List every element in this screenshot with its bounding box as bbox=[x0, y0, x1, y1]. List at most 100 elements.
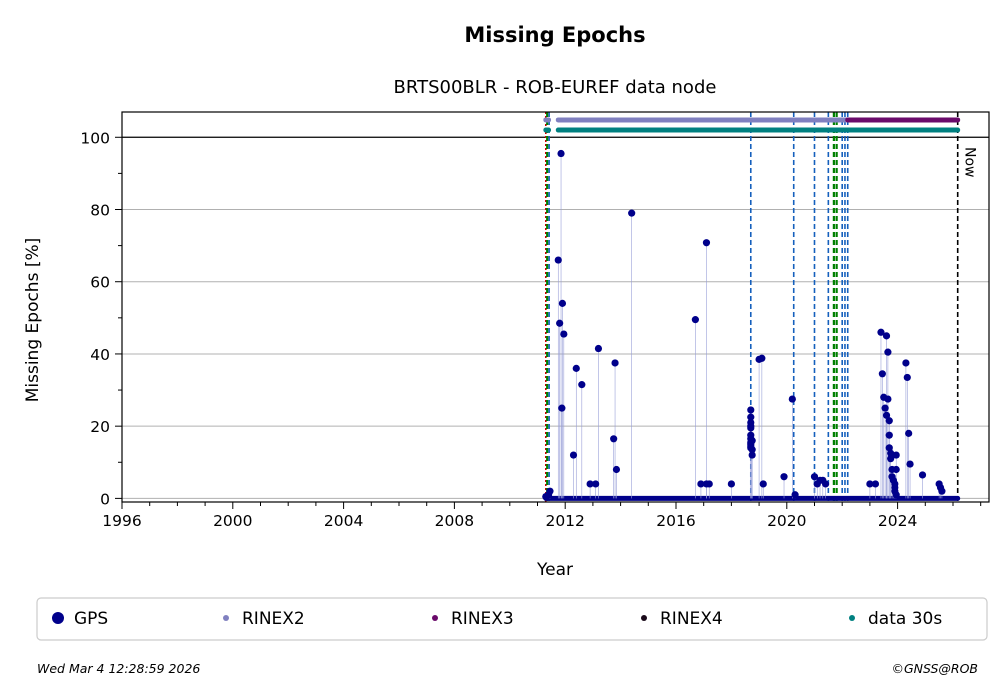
gps-point bbox=[892, 491, 900, 499]
gps-point bbox=[578, 381, 586, 389]
gps-point bbox=[748, 446, 756, 454]
legend-marker bbox=[849, 615, 855, 621]
y-tick-label: 80 bbox=[90, 202, 110, 220]
gps-point bbox=[759, 480, 767, 488]
gps-point bbox=[884, 348, 892, 356]
gps-point bbox=[887, 449, 895, 457]
gps-point bbox=[697, 480, 705, 488]
y-tick-label: 100 bbox=[80, 129, 110, 147]
legend-item-data-30s: data 30s bbox=[849, 609, 942, 629]
plot-frame bbox=[121, 111, 990, 503]
gps-point bbox=[780, 473, 788, 481]
gps-point bbox=[560, 330, 568, 338]
x-tick-label: 2008 bbox=[435, 512, 474, 530]
gps-point bbox=[557, 149, 565, 158]
gps-point bbox=[903, 373, 911, 382]
gps-point bbox=[691, 316, 699, 324]
gps-point bbox=[902, 359, 910, 367]
gps-point bbox=[592, 480, 600, 488]
gps-point bbox=[747, 424, 755, 432]
gps-point bbox=[882, 332, 891, 340]
gps-point bbox=[594, 344, 603, 353]
legend-marker bbox=[223, 615, 229, 621]
legend-label: RINEX4 bbox=[660, 609, 723, 629]
gps-point bbox=[558, 404, 566, 412]
gps-point bbox=[885, 444, 893, 452]
x-tick-label: 2020 bbox=[767, 512, 806, 530]
axis-ticks: 1996 2000 2004 2008 2012 2016 2020 2024 0 20 40 60 8… bbox=[80, 129, 982, 530]
gps-point bbox=[871, 480, 880, 488]
x-tick-label: 2004 bbox=[324, 512, 363, 530]
x-tick-label: 2000 bbox=[213, 512, 252, 530]
gps-point bbox=[747, 413, 755, 421]
legend-label: RINEX3 bbox=[451, 609, 514, 629]
gps-point bbox=[758, 354, 766, 362]
gps-point bbox=[748, 451, 756, 459]
gps-point bbox=[877, 328, 885, 336]
gps-point bbox=[892, 451, 900, 459]
legend-label: data 30s bbox=[868, 609, 942, 629]
legend: GPS RINEX2 RINEX3 RINEX4 data 30s bbox=[52, 609, 942, 629]
gps-point bbox=[558, 299, 567, 307]
gps-point bbox=[918, 471, 927, 479]
x-tick-label: 1996 bbox=[102, 512, 141, 530]
gps-point bbox=[554, 256, 562, 264]
legend-marker bbox=[432, 615, 438, 621]
gps-point bbox=[556, 319, 564, 327]
gps-point bbox=[881, 404, 889, 412]
legend-item-rinex2: RINEX2 bbox=[223, 609, 305, 629]
gps-point bbox=[887, 455, 895, 463]
footer-timestamp: Wed Mar 4 12:28:59 2026 bbox=[37, 661, 200, 676]
gps-point bbox=[866, 480, 874, 488]
y-axis-label: Missing Epochs [%] bbox=[23, 238, 43, 403]
legend-label: GPS bbox=[74, 609, 108, 629]
legend-label: RINEX2 bbox=[242, 609, 305, 629]
gps-point bbox=[611, 359, 619, 367]
gps-point bbox=[885, 431, 893, 439]
gps-point bbox=[727, 480, 735, 488]
gps-point bbox=[569, 451, 578, 459]
gps-point bbox=[906, 460, 914, 468]
gps-point bbox=[885, 417, 893, 425]
legend-item-rinex4: RINEX4 bbox=[641, 609, 723, 629]
gps-point bbox=[882, 411, 891, 419]
gps-point bbox=[702, 239, 711, 247]
gps-point bbox=[628, 209, 636, 217]
legend-box bbox=[36, 597, 988, 641]
gps-point bbox=[612, 465, 621, 474]
data-points bbox=[542, 149, 946, 501]
legend-marker bbox=[641, 615, 647, 621]
gps-point bbox=[748, 437, 756, 445]
x-tick-label: 2012 bbox=[545, 512, 584, 530]
gps-point bbox=[546, 487, 554, 495]
legend-item-rinex3: RINEX3 bbox=[432, 609, 514, 629]
y-tick-label: 40 bbox=[90, 346, 110, 364]
chart-title: Missing Epochs bbox=[464, 23, 645, 47]
gps-point bbox=[821, 480, 830, 488]
y-tick-label: 0 bbox=[100, 490, 110, 508]
gps-point bbox=[610, 435, 618, 443]
gps-point bbox=[892, 465, 900, 474]
gps-point bbox=[702, 480, 711, 488]
y-tick-label: 60 bbox=[90, 274, 110, 292]
legend-marker bbox=[52, 612, 64, 624]
footer-copyright: ©GNSS@ROB bbox=[891, 661, 978, 676]
gps-point bbox=[905, 429, 913, 437]
gps-point bbox=[810, 473, 819, 481]
legend-item-gps: GPS bbox=[52, 609, 108, 629]
x-tick-label: 2016 bbox=[656, 512, 695, 530]
gps-point bbox=[878, 370, 886, 378]
gps-point bbox=[791, 491, 799, 499]
availability-bands bbox=[543, 117, 961, 133]
gps-point bbox=[938, 487, 946, 495]
event-lines: Now bbox=[545, 112, 978, 502]
y-tick-label: 20 bbox=[90, 418, 110, 436]
x-tick-label: 2024 bbox=[878, 512, 917, 530]
x-axis-label: Year bbox=[536, 560, 573, 580]
gps-point bbox=[586, 480, 594, 488]
chart-subtitle: BRTS00BLR - ROB-EUREF data node bbox=[394, 77, 717, 98]
grid bbox=[122, 136, 989, 499]
gps-point bbox=[747, 406, 755, 414]
gps-point bbox=[884, 395, 892, 403]
